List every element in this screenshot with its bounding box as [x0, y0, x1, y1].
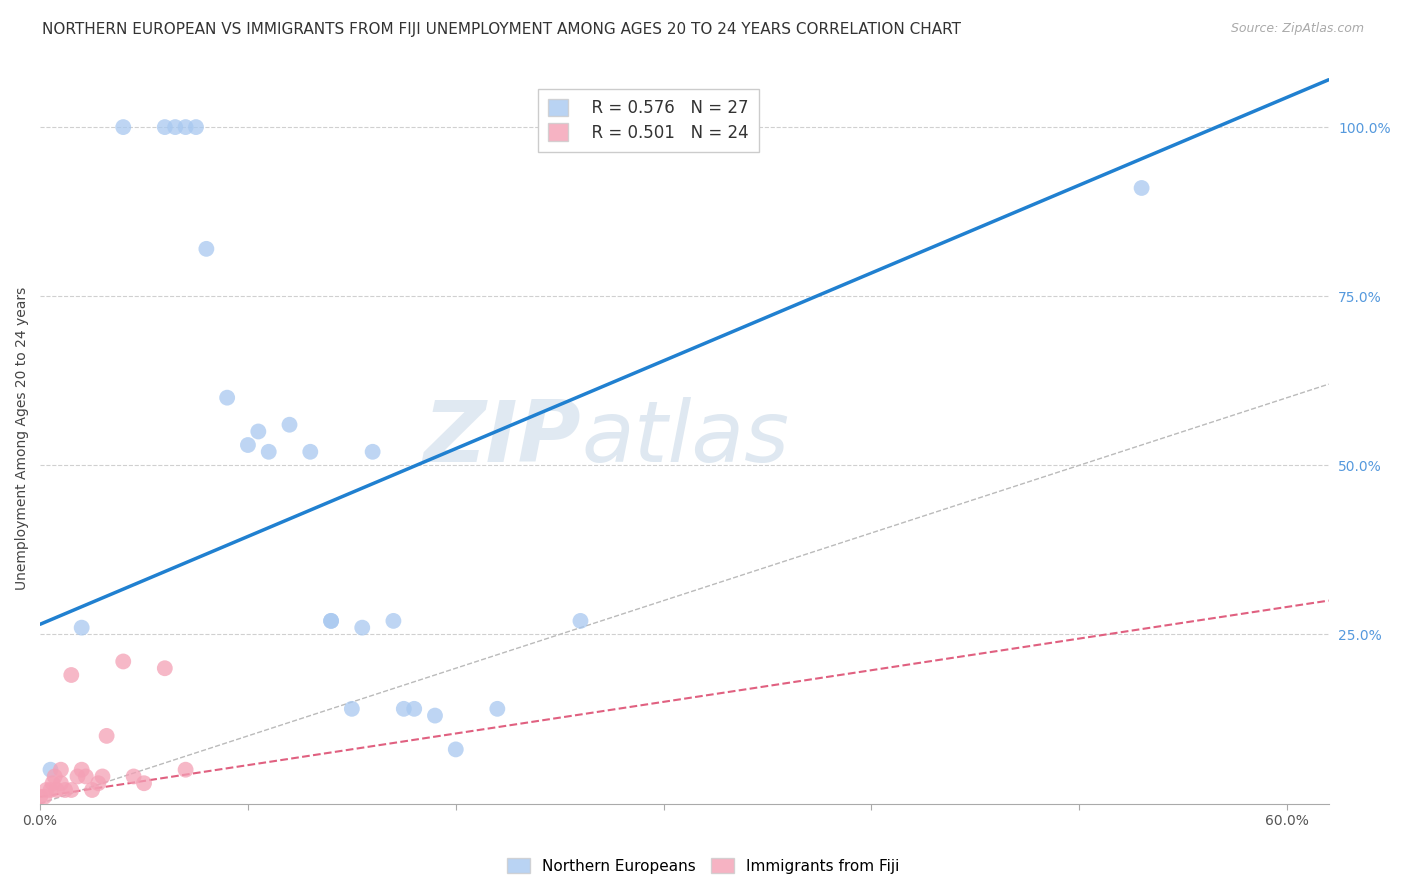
Y-axis label: Unemployment Among Ages 20 to 24 years: Unemployment Among Ages 20 to 24 years — [15, 286, 30, 590]
Legend:   R = 0.576   N = 27,   R = 0.501   N = 24: R = 0.576 N = 27, R = 0.501 N = 24 — [538, 88, 759, 152]
Point — [75, 769, 97, 783]
Point — [361, 444, 384, 458]
Point — [41, 776, 63, 790]
Point — [217, 391, 239, 405]
Point — [236, 438, 259, 452]
Point — [132, 776, 155, 790]
Point — [392, 702, 415, 716]
Point — [278, 417, 301, 432]
Point — [60, 783, 83, 797]
Point — [153, 120, 176, 134]
Point — [404, 702, 426, 716]
Point — [423, 708, 446, 723]
Point — [35, 783, 58, 797]
Point — [569, 614, 592, 628]
Point — [319, 614, 342, 628]
Point — [44, 769, 66, 783]
Point — [66, 769, 89, 783]
Point — [257, 444, 280, 458]
Point — [49, 763, 72, 777]
Point — [70, 621, 93, 635]
Point — [486, 702, 509, 716]
Point — [32, 789, 55, 804]
Point — [45, 783, 67, 797]
Point — [184, 120, 207, 134]
Point — [299, 444, 322, 458]
Point — [112, 120, 135, 134]
Point — [39, 763, 62, 777]
Point — [382, 614, 405, 628]
Point — [153, 661, 176, 675]
Point — [165, 120, 187, 134]
Point — [195, 242, 218, 256]
Text: ZIP: ZIP — [423, 397, 581, 480]
Point — [80, 783, 103, 797]
Point — [1130, 181, 1153, 195]
Point — [53, 783, 76, 797]
Point — [444, 742, 467, 756]
Point — [60, 668, 83, 682]
Point — [174, 120, 197, 134]
Legend: Northern Europeans, Immigrants from Fiji: Northern Europeans, Immigrants from Fiji — [501, 852, 905, 880]
Text: NORTHERN EUROPEAN VS IMMIGRANTS FROM FIJI UNEMPLOYMENT AMONG AGES 20 TO 24 YEARS: NORTHERN EUROPEAN VS IMMIGRANTS FROM FIJ… — [42, 22, 962, 37]
Point — [319, 614, 342, 628]
Point — [247, 425, 270, 439]
Point — [91, 769, 114, 783]
Point — [122, 769, 145, 783]
Point — [352, 621, 374, 635]
Point — [30, 789, 52, 804]
Point — [340, 702, 363, 716]
Point — [174, 763, 197, 777]
Point — [49, 776, 72, 790]
Point — [39, 783, 62, 797]
Text: Source: ZipAtlas.com: Source: ZipAtlas.com — [1230, 22, 1364, 36]
Point — [96, 729, 118, 743]
Point — [87, 776, 110, 790]
Text: atlas: atlas — [581, 397, 789, 480]
Point — [70, 763, 93, 777]
Point — [112, 655, 135, 669]
